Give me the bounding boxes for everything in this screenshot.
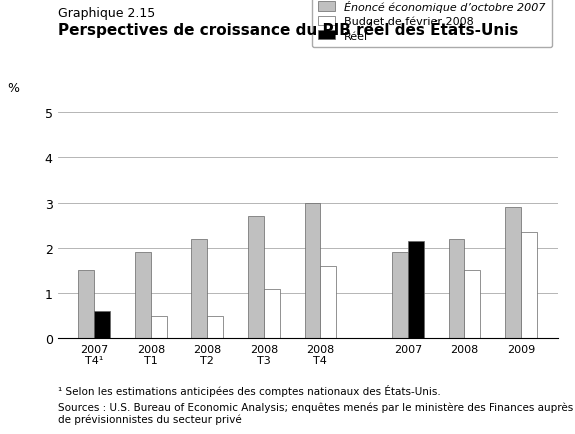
Bar — [78, 271, 94, 339]
Text: ¹ Selon les estimations anticipées des comptes nationaux des États-Unis.: ¹ Selon les estimations anticipées des c… — [58, 384, 440, 396]
Text: %: % — [7, 82, 20, 95]
Bar — [392, 253, 408, 339]
Bar — [248, 217, 264, 339]
Legend: Énoncé économique d’octobre 2007, Budget de février 2008, Réel: Énoncé économique d’octobre 2007, Budget… — [312, 0, 552, 48]
Bar — [135, 253, 151, 339]
Bar — [521, 233, 537, 339]
Bar — [320, 266, 336, 339]
Bar — [305, 203, 320, 339]
Bar — [408, 241, 424, 339]
Text: Perspectives de croissance du PIB réel des États-Unis: Perspectives de croissance du PIB réel d… — [58, 20, 518, 37]
Bar — [448, 239, 465, 339]
Bar — [94, 312, 110, 339]
Bar — [264, 289, 279, 339]
Bar — [191, 239, 208, 339]
Bar — [151, 316, 167, 339]
Text: Sources : U.S. Bureau of Economic Analysis; enquêtes menés par le ministère des : Sources : U.S. Bureau of Economic Analys… — [58, 401, 573, 424]
Bar — [208, 316, 223, 339]
Text: Graphique 2.15: Graphique 2.15 — [58, 7, 155, 20]
Bar — [465, 271, 480, 339]
Bar — [505, 207, 521, 339]
